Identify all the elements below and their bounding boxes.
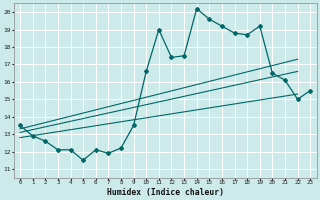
X-axis label: Humidex (Indice chaleur): Humidex (Indice chaleur) (107, 188, 224, 197)
